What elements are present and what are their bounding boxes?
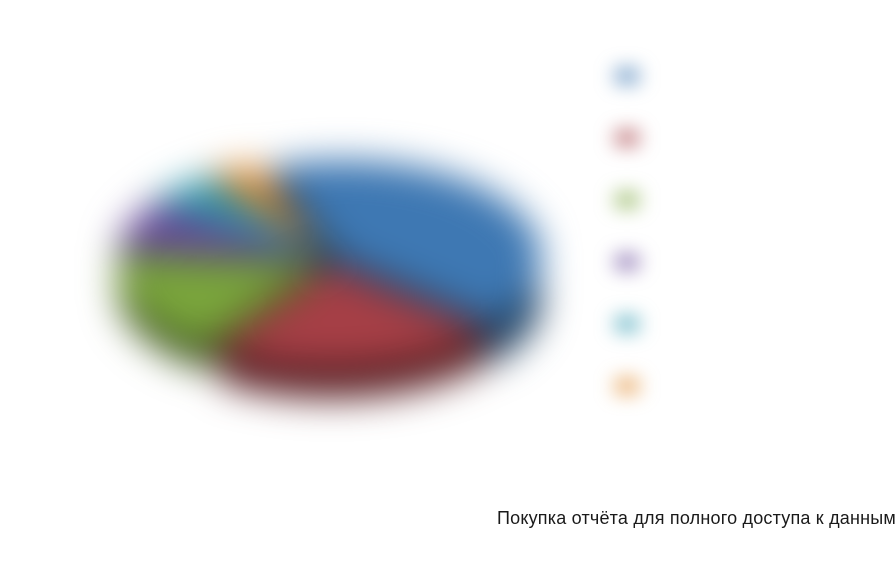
legend-swatch bbox=[616, 380, 638, 392]
legend-swatch bbox=[616, 318, 638, 330]
legend-item bbox=[616, 318, 836, 330]
legend-item bbox=[616, 70, 836, 82]
legend-item bbox=[616, 256, 836, 268]
legend-swatch bbox=[616, 256, 638, 268]
purchase-caption: Покупка отчёта для полного доступа к дан… bbox=[497, 508, 896, 529]
legend-item bbox=[616, 194, 836, 206]
legend-blurred bbox=[616, 70, 836, 442]
pie-chart-blurred bbox=[40, 50, 600, 470]
legend-swatch bbox=[616, 70, 638, 82]
legend-swatch bbox=[616, 132, 638, 144]
legend-swatch bbox=[616, 194, 638, 206]
stage: Покупка отчёта для полного доступа к дан… bbox=[0, 0, 896, 563]
pie-chart-svg bbox=[40, 50, 600, 470]
legend-item bbox=[616, 132, 836, 144]
legend-item bbox=[616, 380, 836, 392]
